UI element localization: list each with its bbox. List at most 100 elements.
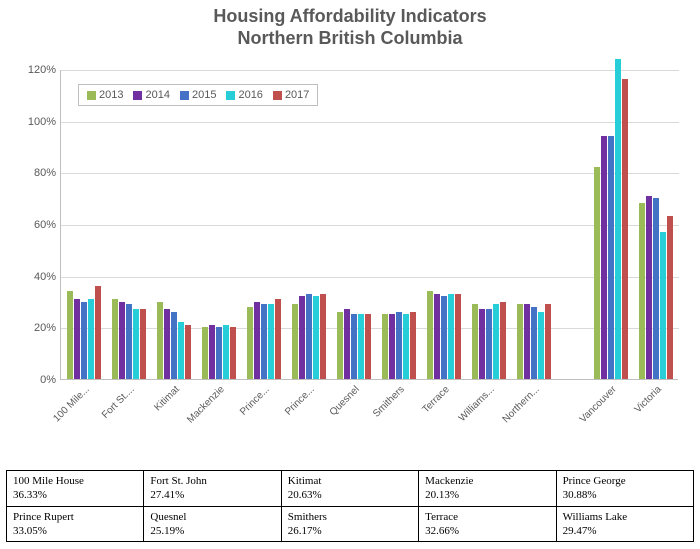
table-cell: 100 Mile House36.33% (7, 471, 144, 507)
y-axis-label: 20% (16, 322, 56, 334)
legend-swatch (226, 91, 235, 100)
bar (261, 304, 267, 379)
bar (455, 294, 461, 379)
x-axis-label: Quesnel (328, 384, 362, 418)
x-axis-label: Prince... (238, 384, 272, 418)
bar (344, 309, 350, 379)
bar-group (639, 196, 674, 379)
bar (479, 309, 485, 379)
bar (410, 312, 416, 379)
cell-value: 20.13% (425, 488, 549, 502)
chart-area: 20132014201520162017 0%20%40%60%80%100%1… (60, 70, 678, 380)
bar (486, 309, 492, 379)
x-axis-label: 100 Mile... (51, 384, 91, 424)
y-axis-label: 60% (16, 219, 56, 231)
legend-swatch (133, 91, 142, 100)
legend-label: 2015 (192, 89, 216, 101)
bar (74, 299, 80, 379)
table-row: 100 Mile House36.33%Fort St. John27.41%K… (7, 471, 694, 507)
bar (88, 299, 94, 379)
table-cell: Fort St. John27.41% (144, 471, 281, 507)
bar (126, 304, 132, 379)
cell-name: Prince Rupert (13, 510, 137, 524)
bar (268, 304, 274, 379)
cell-value: 32.66% (425, 524, 549, 538)
legend-label: 2016 (238, 89, 262, 101)
legend-swatch (180, 91, 189, 100)
bar-group (201, 325, 236, 379)
plot-area: 0%20%40%60%80%100%120%100 Mile...Fort St… (60, 70, 678, 380)
cell-name: Williams Lake (563, 510, 687, 524)
legend-swatch (87, 91, 96, 100)
legend-item: 2014 (133, 89, 169, 101)
bar (545, 304, 551, 379)
table-cell: Prince Rupert33.05% (7, 506, 144, 542)
y-axis-label: 0% (16, 374, 56, 386)
y-axis-label: 80% (16, 167, 56, 179)
bar (81, 302, 87, 380)
bar (140, 309, 146, 379)
x-axis-label: Terrace (421, 384, 452, 415)
legend-label: 2014 (145, 89, 169, 101)
bar (517, 304, 523, 379)
bar (306, 294, 312, 379)
bar (472, 304, 478, 379)
chart-title: Housing Affordability Indicators Norther… (0, 0, 700, 49)
bar (275, 299, 281, 379)
x-axis-label: Fort St.... (100, 384, 137, 421)
bar (254, 302, 260, 380)
bar (157, 302, 163, 380)
legend-item: 2016 (226, 89, 262, 101)
title-line-2: Northern British Columbia (237, 28, 462, 48)
gridline (61, 277, 679, 278)
legend-label: 2017 (285, 89, 309, 101)
x-axis-label: Victoria (633, 384, 664, 415)
bar (667, 216, 673, 379)
bar (358, 314, 364, 379)
bar (133, 309, 139, 379)
x-axis-label: Vancouver (578, 384, 619, 425)
bar (601, 136, 607, 379)
cell-value: 20.63% (288, 488, 412, 502)
bar (660, 232, 666, 379)
y-axis-label: 40% (16, 271, 56, 283)
bar (202, 327, 208, 379)
bar (500, 302, 506, 380)
x-axis-label: Kitimat (152, 384, 181, 413)
table-cell: Prince George30.88% (556, 471, 693, 507)
bar (164, 309, 170, 379)
bar (223, 325, 229, 379)
table-row: Prince Rupert33.05%Quesnel25.19%Smithers… (7, 506, 694, 542)
table-cell: Terrace32.66% (419, 506, 556, 542)
cell-name: Prince George (563, 474, 687, 488)
bar (434, 294, 440, 379)
cell-value: 29.47% (563, 524, 687, 538)
bar (594, 167, 600, 379)
legend-item: 2015 (180, 89, 216, 101)
y-axis-label: 100% (16, 116, 56, 128)
bar (351, 314, 357, 379)
x-axis-label: Mackenzie (185, 384, 227, 426)
gridline (61, 225, 679, 226)
bar (531, 307, 537, 379)
legend-swatch (273, 91, 282, 100)
bar (178, 322, 184, 379)
bar (403, 314, 409, 379)
bar (209, 325, 215, 379)
root: Housing Affordability Indicators Norther… (0, 0, 700, 549)
x-axis-label: Smithers (371, 384, 407, 420)
bar (320, 294, 326, 379)
table-cell: Mackenzie20.13% (419, 471, 556, 507)
bar-group (517, 304, 552, 379)
bar (185, 325, 191, 379)
legend: 20132014201520162017 (78, 84, 318, 106)
y-axis-label: 120% (16, 64, 56, 76)
bar (389, 314, 395, 379)
cell-name: Smithers (288, 510, 412, 524)
x-axis-label: Williams... (457, 384, 497, 424)
table-cell: Quesnel25.19% (144, 506, 281, 542)
cell-name: 100 Mile House (13, 474, 137, 488)
bar (382, 314, 388, 379)
table-cell: Smithers26.17% (281, 506, 418, 542)
bar (441, 296, 447, 379)
